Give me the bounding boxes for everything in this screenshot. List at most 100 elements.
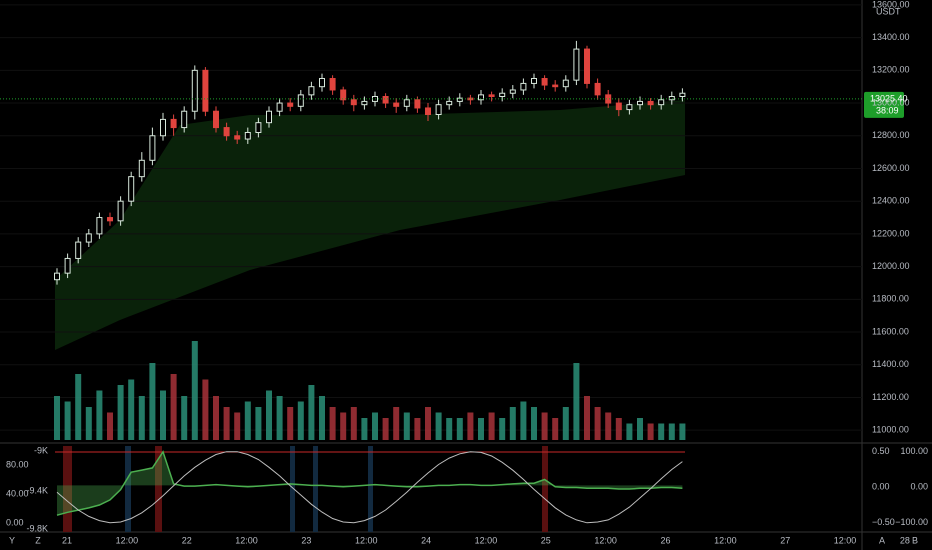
candle-body (456, 97, 463, 102)
candle-body (149, 135, 156, 161)
y-tick-label: 13600.00 (872, 0, 910, 9)
y3-tick-label: 100.00 (900, 446, 928, 456)
last-price-label: 13025.40 (870, 93, 908, 103)
candle-body (509, 89, 516, 94)
volume-bar (234, 412, 241, 440)
candle-body (160, 118, 166, 137)
candle-body (287, 102, 294, 107)
y-tick-label: 12200.00 (872, 228, 910, 238)
x-tick-label: 24 (421, 535, 431, 545)
candle-body (213, 110, 219, 129)
y-tick-label: 12800.00 (872, 130, 910, 140)
volume-bar (276, 396, 283, 440)
volume-bar (266, 390, 272, 440)
labels: 11000.00 11200.00 11400.00 11600.00 11800.00… (6, 0, 928, 545)
volume-bar (202, 379, 209, 440)
y-tick-label: 0.00 (6, 518, 24, 528)
volume-bar (562, 407, 569, 440)
candle-body (552, 84, 559, 88)
candle-body (255, 122, 262, 133)
series-line (56, 450, 683, 516)
candle-body (637, 100, 643, 106)
countdown: 38:09 (876, 105, 899, 115)
highlight (313, 446, 318, 532)
candle-body (244, 131, 251, 140)
volume-bar (552, 418, 559, 440)
candle-body (626, 104, 633, 111)
volume-bar (679, 423, 686, 440)
volume-bar (647, 423, 654, 440)
y-tick-label: 13400.00 (872, 32, 910, 42)
volume-bar (425, 407, 431, 440)
y2-tick-label: 0.00 (872, 482, 890, 492)
highlight (155, 446, 162, 532)
candle-body (202, 69, 209, 112)
volume-bar (160, 390, 166, 440)
y-tick-label: 11600.00 (872, 326, 909, 336)
x-tick-label: 26 (660, 535, 670, 545)
volume-bar (573, 363, 580, 440)
y-tick-label: 11800.00 (872, 294, 909, 304)
candle-body (223, 127, 230, 137)
y2-tick-label: −0.50 (872, 517, 895, 527)
x-tick-label: 21 (62, 535, 72, 545)
candle-body (117, 200, 124, 222)
candle-body (361, 100, 368, 106)
last-price-box (864, 91, 904, 118)
candle-body (679, 92, 686, 98)
volume-bar (223, 407, 230, 440)
volume-bar (541, 412, 548, 440)
volume-bar (64, 401, 71, 440)
volume-bar (414, 418, 421, 440)
toolbar-label: B (912, 535, 918, 545)
volume-bar (149, 363, 156, 440)
volume-bar (319, 396, 325, 440)
volume-bar (372, 412, 378, 440)
candle-body (414, 99, 421, 109)
volume-bar (85, 407, 92, 440)
candle-body (64, 257, 71, 274)
volume-bar (584, 396, 590, 440)
candle-body (478, 94, 484, 101)
cloud (55, 100, 685, 350)
pane-label: -9.8K (26, 523, 48, 533)
volume-bar (340, 412, 347, 440)
volume-bar (626, 423, 633, 440)
candle-body (573, 48, 580, 81)
candle-body (138, 159, 145, 178)
y-tick-label: 11200.00 (872, 392, 909, 402)
y-tick-label: 11000.00 (872, 425, 909, 435)
candle-body (266, 110, 272, 124)
volume-bar (531, 407, 537, 440)
y-tick-label: 80.00 (6, 459, 29, 469)
x-tick-label: 12:00 (834, 535, 857, 545)
candle-body (647, 100, 654, 106)
candle-body (435, 104, 442, 115)
y3-tick-label: −100.00 (895, 517, 928, 527)
y-tick-label: 12000.00 (872, 261, 910, 271)
volume-bar (138, 396, 145, 440)
volume-bar (382, 418, 389, 440)
candle-body (393, 102, 400, 107)
volume-bar (308, 385, 315, 440)
candle-body (181, 110, 188, 129)
volume-bar (170, 374, 177, 440)
volume-bar (191, 341, 198, 440)
volume-bar (594, 407, 601, 440)
volume-bar (615, 418, 622, 440)
y-tick-label: 11400.00 (872, 359, 909, 369)
currency: USDT (876, 6, 901, 16)
candle-body (403, 99, 410, 107)
highlight (542, 446, 548, 532)
x-tick-label: 12:00 (475, 535, 498, 545)
candle-body (170, 118, 177, 129)
candle-body (54, 272, 60, 281)
volume-bar (467, 412, 474, 440)
volume-bar (393, 407, 400, 440)
y-tick-label: 13200.00 (872, 65, 910, 75)
candle-body (382, 96, 389, 104)
x-tick-label: 27 (780, 535, 790, 545)
volume-bar (117, 385, 124, 440)
